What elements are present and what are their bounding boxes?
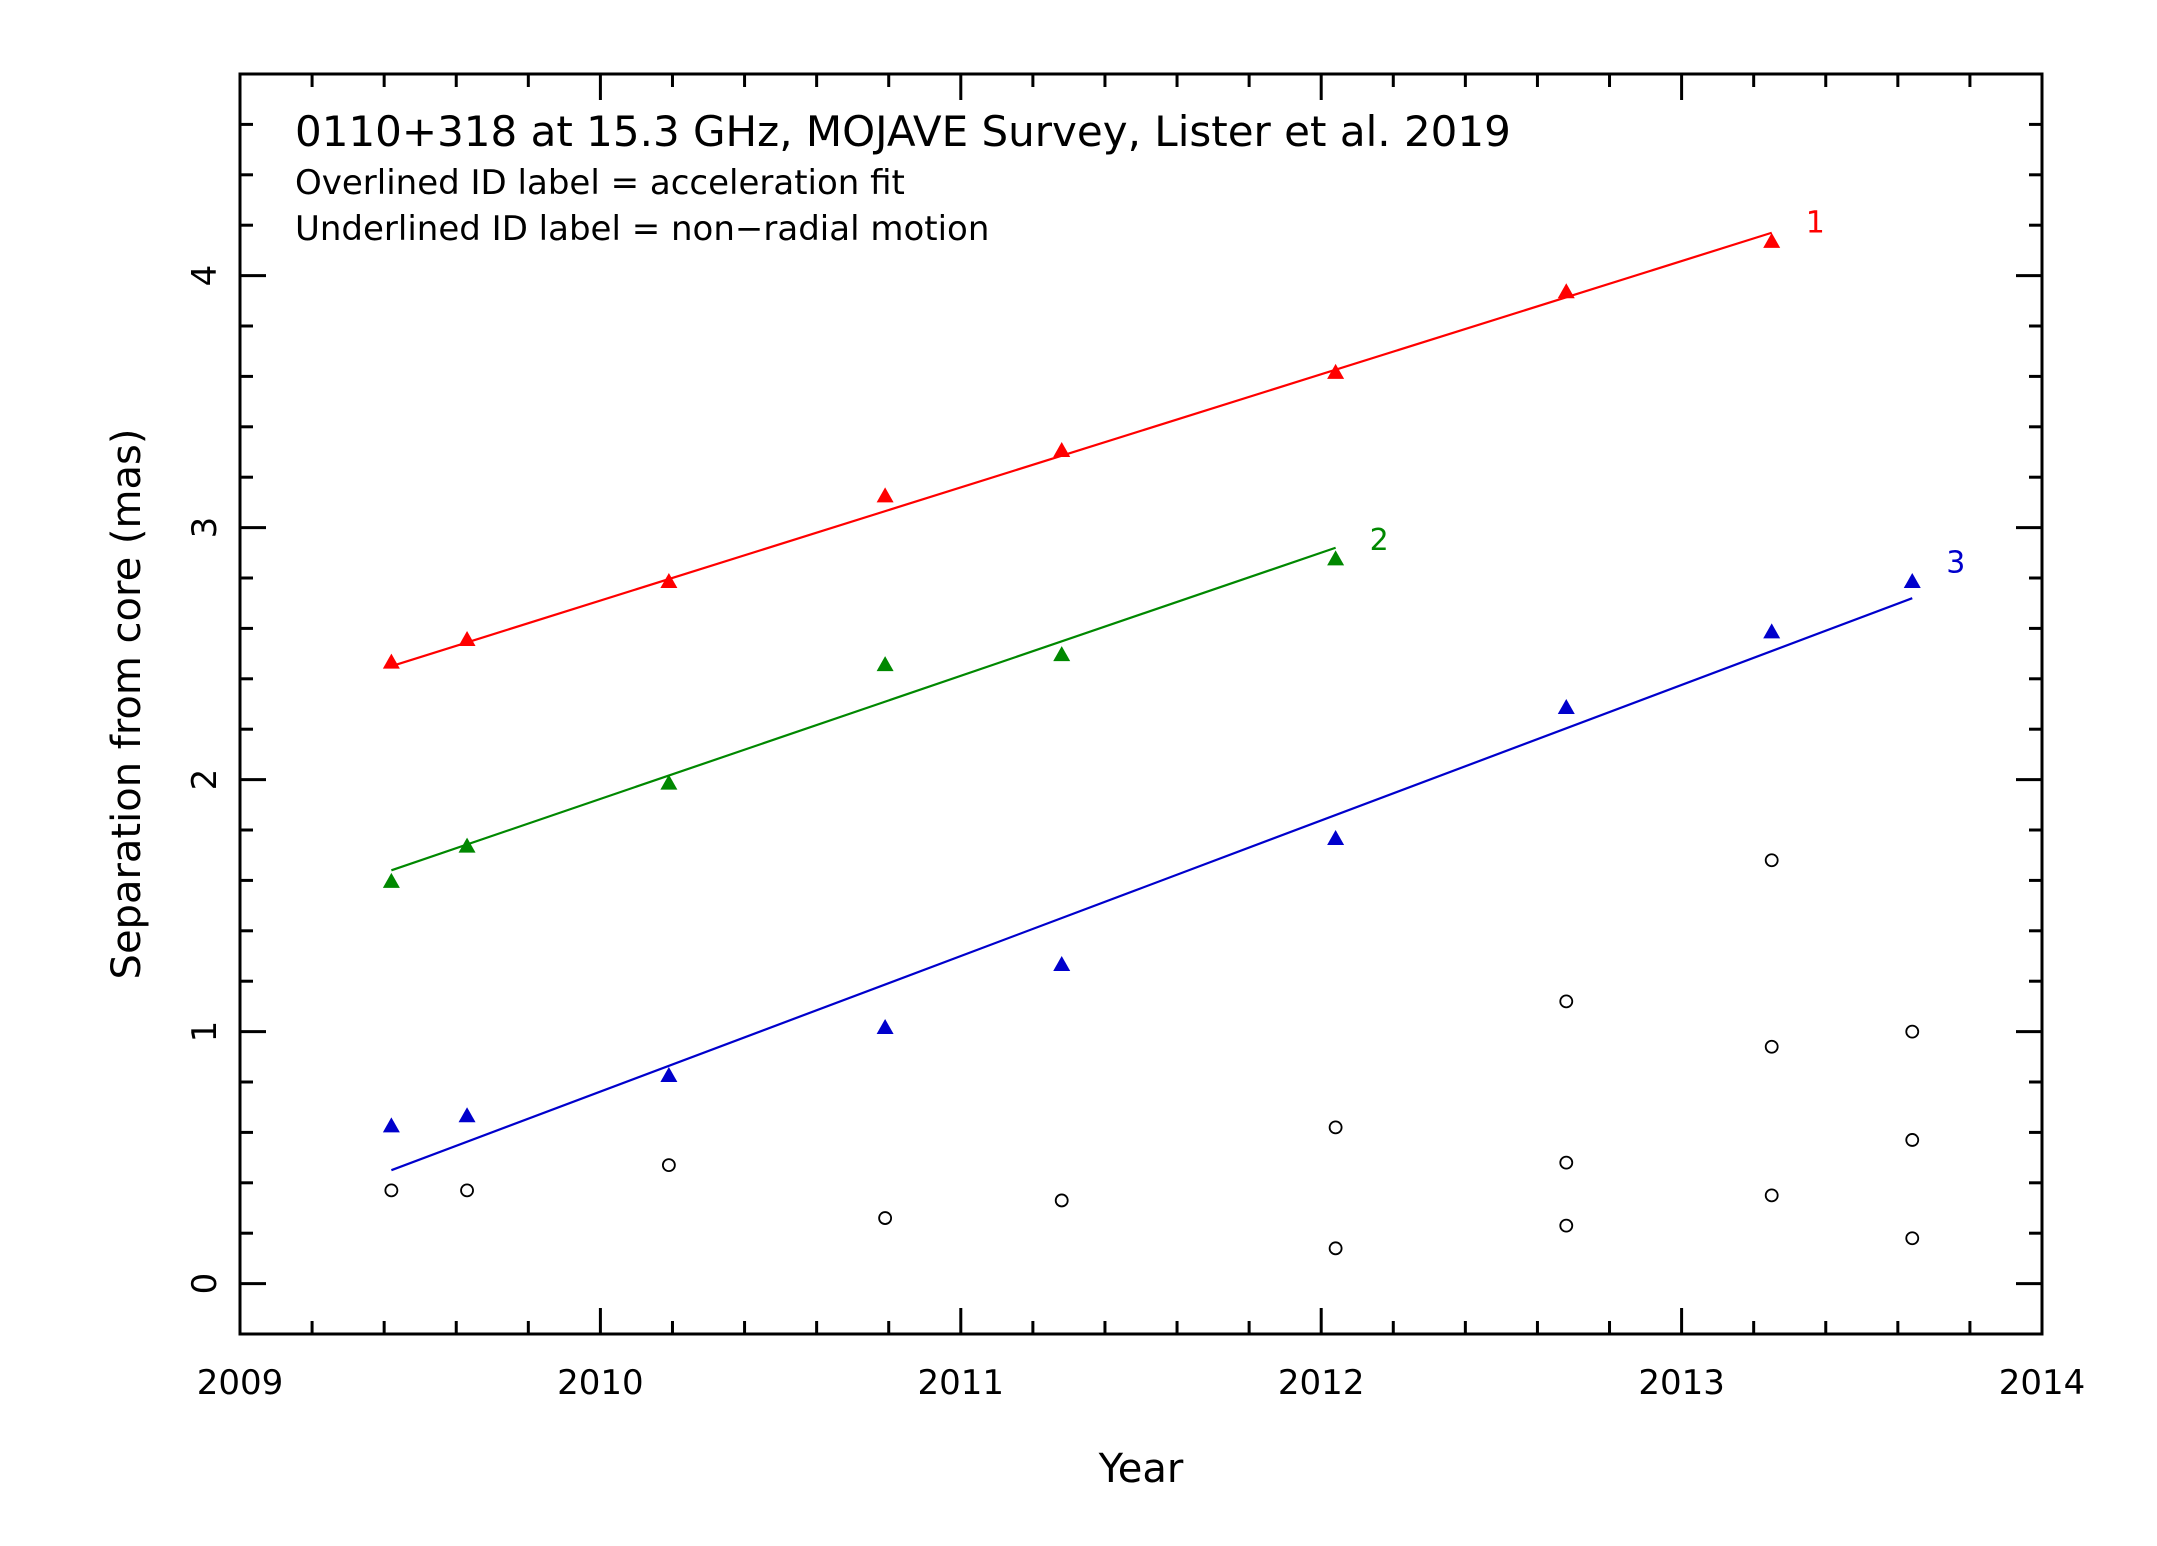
y-tick-label: 2 — [185, 769, 225, 791]
data-point-unassigned — [661, 1158, 676, 1173]
x-tick-label: 2011 — [918, 1363, 1005, 1403]
data-point-unassigned — [1764, 1188, 1779, 1203]
data-point-series-3 — [382, 1117, 400, 1133]
x-tick-label: 2010 — [557, 1363, 644, 1403]
y-tick-label: 4 — [185, 265, 225, 287]
data-point-series-3 — [458, 1107, 476, 1123]
data-point-unassigned — [1905, 1231, 1920, 1246]
data-point-series-1 — [458, 630, 476, 646]
fit-line-2 — [391, 546, 1336, 872]
data-point-series-2 — [382, 872, 400, 888]
data-point-unassigned — [1328, 1120, 1343, 1135]
data-point-series-1 — [1557, 283, 1575, 299]
chart-note-nonradial: Underlined ID label = non−radial motion — [295, 209, 989, 249]
y-axis-title: Separation from core (mas) — [104, 429, 150, 980]
fit-lines — [390, 231, 1913, 1172]
series-label-3: 3 — [1946, 546, 1965, 581]
data-point-series-3 — [1903, 573, 1921, 589]
x-tick-label: 2013 — [1638, 1363, 1725, 1403]
data-point-unassigned — [384, 1183, 399, 1198]
series-labels: 1 2 3 — [1370, 205, 1966, 580]
plot-frame — [238, 72, 2044, 1336]
data-point-unassigned — [1905, 1133, 1920, 1147]
data-point-series-2 — [1327, 550, 1345, 566]
data-point-unassigned — [1559, 1218, 1574, 1233]
chart-title: 0110+318 at 15.3 GHz, MOJAVE Survey, Lis… — [295, 107, 1511, 156]
x-tick-label: 2012 — [1278, 1363, 1365, 1403]
data-point-unassigned — [1905, 1024, 1920, 1039]
fit-line-1 — [391, 231, 1773, 668]
data-point-unassigned — [1054, 1193, 1069, 1208]
data-point-unassigned — [878, 1211, 893, 1225]
data-point-series-2 — [660, 774, 678, 790]
x-axis-title: Year — [1098, 1446, 1184, 1492]
tick-labels: 2009 2010 2011 2012 2013 2014 0 1 2 3 4 — [185, 265, 2085, 1403]
y-tick-label: 3 — [185, 517, 225, 539]
x-tick-label: 2014 — [1999, 1363, 2086, 1403]
data-point-series-1 — [660, 573, 678, 589]
data-point-series-3 — [660, 1066, 678, 1082]
data-point-series-3 — [1053, 956, 1071, 972]
data-point-series-1 — [1763, 232, 1781, 248]
y-tick-label: 0 — [185, 1273, 225, 1295]
data-point-unassigned — [460, 1183, 474, 1198]
data-points — [382, 232, 1921, 1256]
x-tick-label: 2009 — [197, 1363, 284, 1403]
data-point-series-3 — [1763, 623, 1781, 639]
data-point-series-3 — [876, 1019, 894, 1035]
series-label-2: 2 — [1370, 523, 1389, 558]
data-point-unassigned — [1764, 853, 1779, 868]
series-label-1: 1 — [1806, 205, 1825, 240]
data-point-series-1 — [382, 653, 400, 669]
data-point-series-1 — [1327, 363, 1345, 379]
data-point-series-1 — [1053, 441, 1071, 457]
data-point-unassigned — [1764, 1039, 1779, 1054]
fit-line-3 — [390, 597, 1913, 1172]
data-point-unassigned — [1559, 1155, 1574, 1170]
data-point-series-1 — [876, 487, 894, 503]
chart-note-acceleration: Overlined ID label = acceleration fit — [295, 163, 905, 203]
data-point-series-3 — [1557, 699, 1575, 715]
data-point-unassigned — [1559, 994, 1574, 1009]
data-point-series-3 — [1327, 830, 1345, 846]
y-tick-label: 1 — [185, 1021, 225, 1043]
axis-ticks — [238, 72, 2044, 1336]
data-point-series-2 — [458, 837, 476, 853]
data-point-unassigned — [1328, 1241, 1343, 1256]
data-point-series-2 — [1053, 646, 1071, 662]
data-point-series-2 — [876, 656, 894, 672]
